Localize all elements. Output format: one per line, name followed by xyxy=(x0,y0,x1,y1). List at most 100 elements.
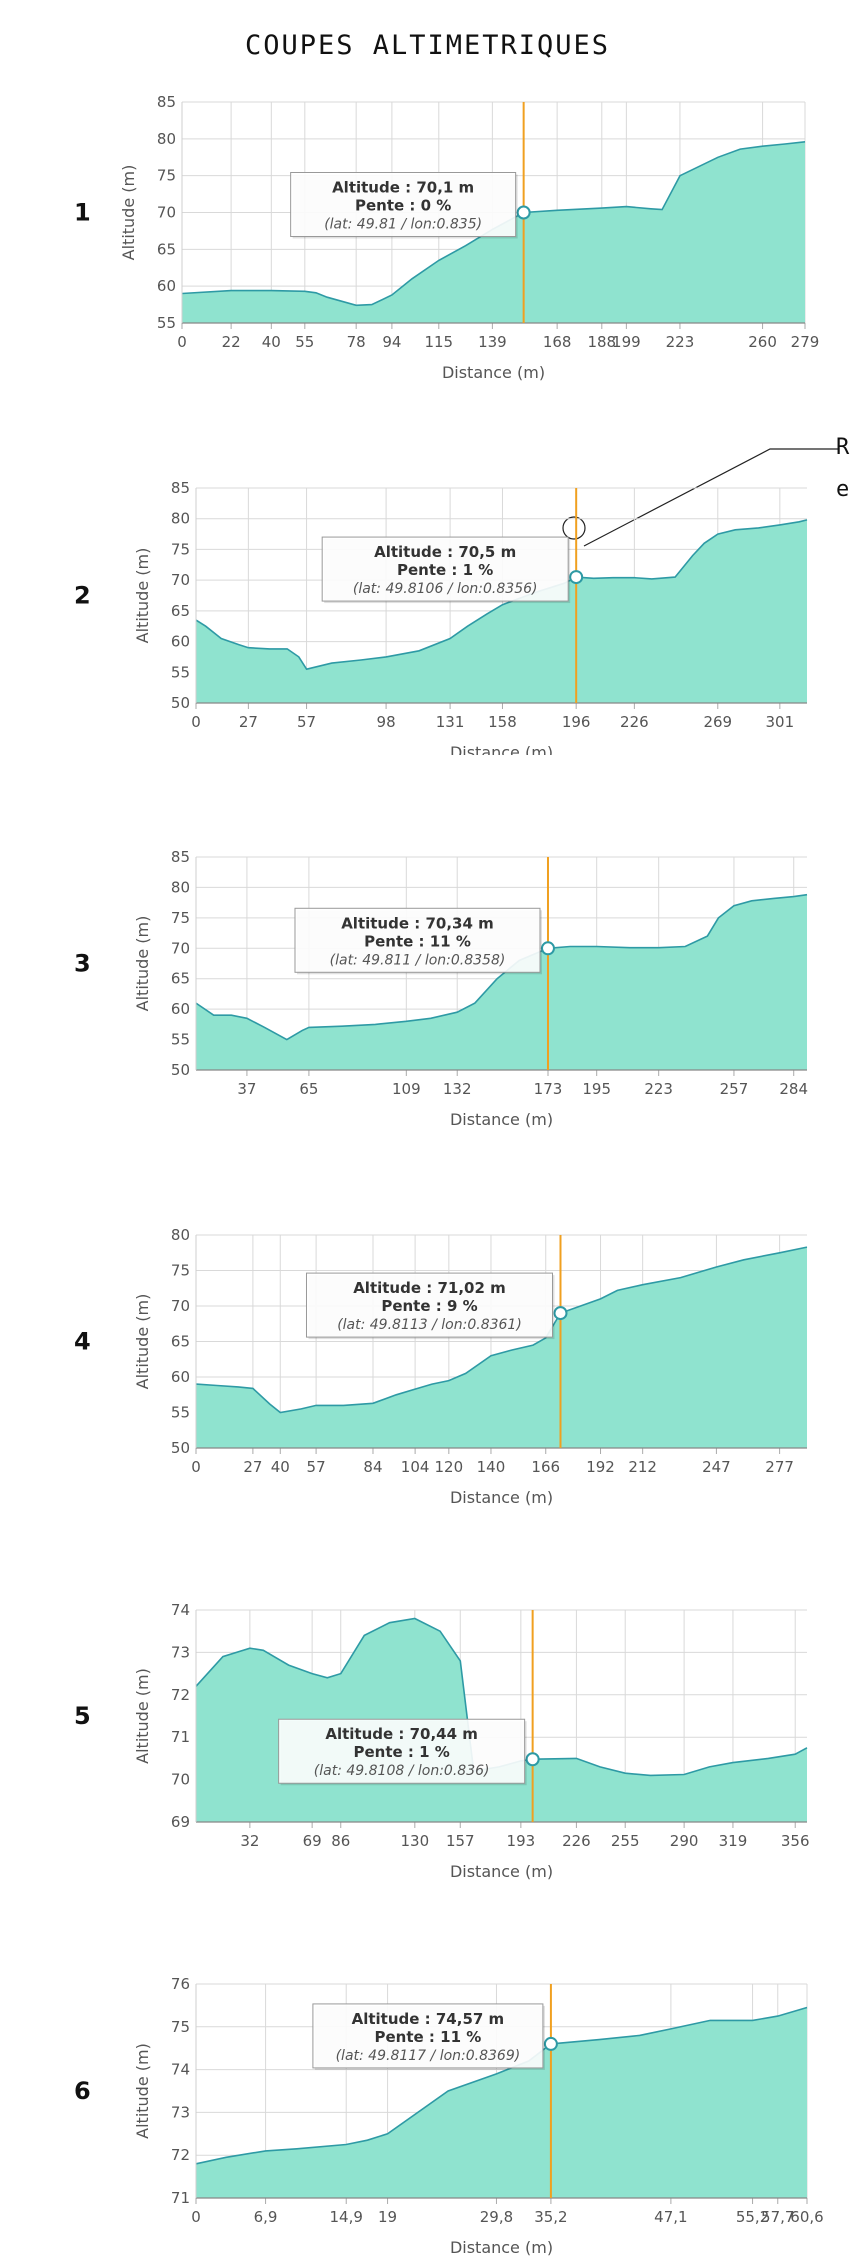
x-axis-title: Distance (m) xyxy=(450,1110,553,1129)
tooltip-pente: Pente : 1 % xyxy=(397,561,493,579)
x-tick-label: 37 xyxy=(237,1080,256,1098)
x-tick-label: 356 xyxy=(781,1832,810,1850)
x-tick-label: 279 xyxy=(791,333,820,351)
y-tick-label: 76 xyxy=(171,1975,190,1993)
tooltip-box xyxy=(321,536,569,602)
tooltip-box xyxy=(278,1718,526,1784)
y-tick-label: 71 xyxy=(171,2189,190,2207)
x-tick-label: 86 xyxy=(331,1832,350,1850)
y-tick-label: 74 xyxy=(171,2061,190,2079)
x-tick-label: 319 xyxy=(719,1832,748,1850)
x-tick-label: 57 xyxy=(307,1458,326,1476)
elevation-line xyxy=(195,1246,808,1414)
callout-text-2: e xyxy=(836,477,850,502)
x-tick-label: 247 xyxy=(702,1458,731,1476)
x-tick-label: 277 xyxy=(765,1458,794,1476)
x-tick-label: 47,1 xyxy=(654,2208,687,2226)
y-tick-label: 71 xyxy=(171,1728,190,1746)
x-tick-label: 140 xyxy=(477,1458,506,1476)
y-tick-label: 85 xyxy=(171,848,190,866)
x-axis-title: Distance (m) xyxy=(450,1862,553,1881)
y-tick-label: 85 xyxy=(171,479,190,497)
y-tick-label: 72 xyxy=(171,2146,190,2164)
tooltip-altitude: Altitude : 70,1 m xyxy=(332,179,474,197)
y-axis-title: Altitude (m) xyxy=(133,916,152,1012)
x-tick-label: 6,9 xyxy=(254,2208,278,2226)
x-tick-label: 109 xyxy=(392,1080,421,1098)
y-tick-label: 60 xyxy=(157,277,176,295)
x-tick-label: 158 xyxy=(488,713,517,731)
x-tick-label: 173 xyxy=(534,1080,563,1098)
x-tick-label: 98 xyxy=(377,713,396,731)
cursor-marker xyxy=(543,2036,558,2051)
y-tick-label: 50 xyxy=(171,1439,190,1457)
x-tick-label: 32 xyxy=(240,1832,259,1850)
x-tick-label: 69 xyxy=(303,1832,322,1850)
x-tick-label: 212 xyxy=(628,1458,657,1476)
x-tick-label: 29,8 xyxy=(480,2208,513,2226)
tooltip-pente: Pente : 1 % xyxy=(353,1743,449,1761)
tooltip-box xyxy=(294,907,541,973)
y-tick-label: 70 xyxy=(171,1297,190,1315)
elevation-chart-6: 6 71 72 73 74 75 76 0 6,9 14,9 19 29,8 35,2 47,1 55,25… xyxy=(74,1975,824,2257)
y-tick-label: 75 xyxy=(171,540,190,558)
x-tick-label: 84 xyxy=(363,1458,382,1476)
x-tick-label: 168 xyxy=(543,333,572,351)
x-tick-label: 255 xyxy=(611,1832,640,1850)
y-tick-label: 85 xyxy=(157,93,176,111)
x-tick-label: 195 xyxy=(582,1080,611,1098)
x-tick-label: 104 xyxy=(401,1458,430,1476)
x-tick-label: 223 xyxy=(666,333,695,351)
x-tick-label: 257 xyxy=(720,1080,749,1098)
chart-number: 5 xyxy=(74,1702,91,1730)
y-tick-label: 65 xyxy=(171,602,190,620)
x-tick-label: 78 xyxy=(347,333,366,351)
y-axis-title: Altitude (m) xyxy=(133,2043,152,2139)
cursor-marker xyxy=(525,1752,540,1767)
y-tick-label: 75 xyxy=(157,167,176,185)
x-tick-label: 40 xyxy=(271,1458,290,1476)
x-tick-label: 157 xyxy=(446,1832,475,1850)
x-axis-title: Distance (m) xyxy=(450,2238,553,2257)
y-tick-label: 70 xyxy=(171,571,190,589)
y-tick-label: 50 xyxy=(171,694,190,712)
elevation-line xyxy=(195,893,808,1041)
elevation-area xyxy=(196,2007,807,2198)
x-tick-label: 196 xyxy=(562,713,591,731)
x-tick-label: 260 xyxy=(748,333,777,351)
y-axis-title: Altitude (m) xyxy=(133,1668,152,1764)
y-tick-label: 69 xyxy=(171,1813,190,1831)
x-tick-label: 0 xyxy=(191,1458,201,1476)
x-tick-label: 188 xyxy=(587,333,616,351)
y-axis-title: Altitude (m) xyxy=(119,165,138,261)
chart-number: 6 xyxy=(74,2077,91,2105)
page-title: COUPES ALTIMETRIQUES xyxy=(244,30,611,61)
x-tick-label: 57,7 xyxy=(761,2208,794,2226)
tooltip-altitude: Altitude : 70,44 m xyxy=(325,1725,478,1743)
y-tick-label: 65 xyxy=(171,1333,190,1351)
chart-number: 3 xyxy=(74,950,91,978)
y-tick-label: 65 xyxy=(157,240,176,258)
y-tick-label: 65 xyxy=(171,970,190,988)
chart-number: 1 xyxy=(74,199,91,227)
y-tick-label: 50 xyxy=(171,1061,190,1079)
x-tick-label: 0 xyxy=(191,2208,201,2226)
y-tick-label: 60 xyxy=(171,633,190,651)
y-tick-label: 80 xyxy=(171,1226,190,1244)
y-tick-label: 75 xyxy=(171,909,190,927)
y-tick-label: 55 xyxy=(171,1404,190,1422)
tooltip-altitude: Altitude : 71,02 m xyxy=(353,1279,506,1297)
y-axis-title: Altitude (m) xyxy=(133,548,152,644)
x-tick-label: 57 xyxy=(297,713,316,731)
elevation-chart-2: 2 50 55 60 65 70 75 80 85 0 27 57 98 131 158 196 226 269 3… xyxy=(74,479,808,755)
x-tick-label: 120 xyxy=(435,1458,464,1476)
tooltip-coords: (lat: 49.8117 / lon:0.8369) xyxy=(336,2048,521,2064)
elevation-area xyxy=(196,1247,807,1448)
x-tick-label: 27 xyxy=(243,1458,262,1476)
x-tick-label: 131 xyxy=(436,713,465,731)
x-tick-label: 27 xyxy=(239,713,258,731)
elevation-chart-5: 5 69 70 71 72 73 74 32 69 86 130 157 193 226 255 290 319… xyxy=(74,1601,810,1881)
tooltip-coords: (lat: 49.811 / lon:0.8358) xyxy=(330,952,506,968)
tooltip-coords: (lat: 49.8113 / lon:0.8361) xyxy=(337,1317,522,1333)
